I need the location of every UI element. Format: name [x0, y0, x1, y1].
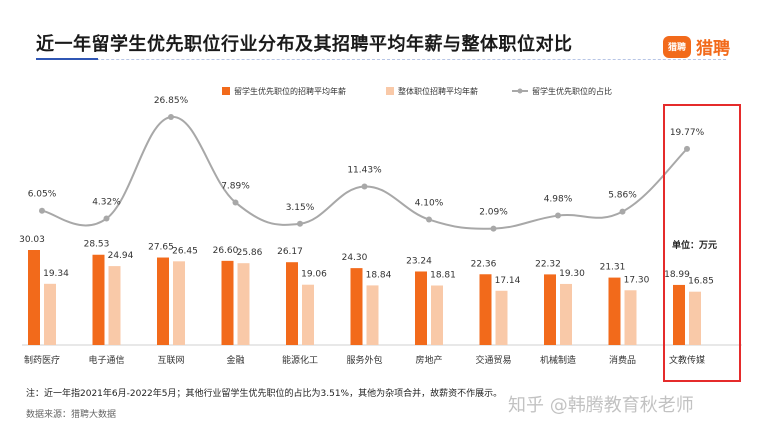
- line-label-2: 26.85%: [154, 96, 189, 106]
- bar-series2-7: [495, 290, 508, 345]
- bar-series2-0: [44, 283, 56, 345]
- data-label-series2-0: 19.34: [43, 269, 69, 279]
- data-label-series1-10: 18.99: [664, 270, 690, 280]
- legend-label-line: 留学生优先职位的占比: [532, 86, 612, 96]
- series-line-share: [41, 115, 688, 230]
- bar-series1-0: [28, 250, 40, 345]
- line-label-6: 4.10%: [415, 199, 444, 209]
- data-label-series1-2: 27.65: [148, 243, 174, 253]
- bar-series1-1: [92, 254, 105, 345]
- x-tick-label-6: 房地产: [415, 354, 442, 366]
- chart-title: 近一年留学生优先职位行业分布及其招聘平均年薪与整体职位对比: [36, 34, 573, 55]
- line-point-5: [361, 183, 368, 190]
- line-point-0: [39, 207, 45, 214]
- footnote: 注：近一年指2021年6月-2022年5月；其他行业留学生优先职位的占比为3.5…: [26, 389, 503, 399]
- line-point-8: [555, 212, 561, 219]
- bar-series2-4: [302, 284, 314, 345]
- bar-series1-4: [286, 262, 298, 345]
- data-label-series2-3: 25.86: [237, 248, 263, 258]
- data-label-series1-9: 21.31: [600, 263, 626, 273]
- data-label-series1-4: 26.17: [277, 247, 303, 257]
- bar-series2-6: [431, 285, 443, 345]
- data-label-series2-2: 26.45: [172, 246, 198, 256]
- line-point-10: [684, 145, 690, 152]
- x-tick-label-3: 金融: [226, 354, 244, 366]
- bar-series1-9: [608, 277, 621, 345]
- line-label-5: 11.43%: [347, 165, 382, 175]
- line-label-0: 6.05%: [28, 190, 57, 200]
- x-tick-label-5: 服务外包: [346, 354, 382, 366]
- line-point-6: [426, 216, 432, 223]
- bar-series2-9: [624, 290, 637, 345]
- data-label-series2-10: 16.85: [688, 277, 714, 287]
- data-label-series1-0: 30.03: [19, 235, 45, 245]
- data-label-series2-6: 18.81: [430, 270, 456, 280]
- legend-swatch-bar2: [386, 87, 394, 95]
- data-label-series1-1: 28.53: [84, 240, 110, 250]
- bar-series1-2: [157, 257, 169, 345]
- x-tick-label-4: 能源化工: [282, 354, 318, 366]
- bar-series1-3: [221, 260, 234, 345]
- bar-series1-10: [673, 284, 685, 345]
- data-label-series2-7: 17.14: [495, 276, 521, 286]
- legend-label-bar2: 整体职位招聘平均年薪: [398, 86, 478, 96]
- line-point-2: [168, 114, 174, 120]
- data-label-series2-5: 18.84: [366, 270, 392, 280]
- x-tick-label-7: 交通贸易: [475, 354, 511, 366]
- title-divider: [36, 59, 726, 60]
- data-label-series1-8: 22.32: [535, 259, 561, 269]
- data-label-series1-5: 24.30: [342, 253, 368, 263]
- line-point-4: [297, 220, 303, 227]
- legend-marker-line: [517, 88, 523, 94]
- bar-series2-2: [173, 261, 185, 345]
- source-note: 数据来源：猎聘大数据: [26, 410, 117, 420]
- line-label-10: 19.77%: [670, 128, 705, 138]
- x-tick-label-10: 文教传媒: [669, 354, 705, 366]
- line-point-9: [619, 208, 626, 215]
- bar-series1-6: [415, 271, 427, 345]
- data-label-series2-1: 24.94: [108, 251, 134, 261]
- bar-series2-1: [108, 266, 121, 345]
- highlight-box: [663, 104, 741, 382]
- unit-label: 单位：万元: [672, 241, 718, 251]
- line-point-3: [232, 199, 239, 206]
- bar-series2-5: [366, 285, 379, 345]
- bar-series1-5: [350, 268, 363, 345]
- data-label-series2-9: 17.30: [624, 275, 650, 285]
- data-label-series1-7: 22.36: [471, 259, 497, 269]
- bar-series1-7: [479, 274, 492, 345]
- x-tick-label-1: 电子通信: [88, 354, 124, 366]
- data-label-series2-8: 19.30: [559, 269, 585, 279]
- line-point-1: [103, 215, 110, 222]
- x-tick-label-0: 制药医疗: [24, 354, 60, 366]
- x-tick-label-8: 机械制造: [540, 354, 576, 366]
- line-label-4: 3.15%: [286, 203, 315, 213]
- line-label-3: 7.89%: [221, 181, 250, 191]
- data-label-series1-6: 23.24: [406, 256, 432, 266]
- x-tick-label-2: 互联网: [157, 355, 184, 366]
- line-label-9: 5.86%: [608, 191, 637, 201]
- brand-logo: 猎聘 猎聘: [663, 34, 730, 59]
- bar-series1-8: [544, 274, 556, 345]
- brand-name: 猎聘: [696, 39, 730, 59]
- line-label-7: 2.09%: [479, 208, 508, 218]
- bar-series2-3: [237, 263, 250, 345]
- legend-swatch-bar1: [222, 87, 230, 95]
- line-label-1: 4.32%: [92, 198, 121, 208]
- data-label-series2-4: 19.06: [301, 270, 327, 280]
- x-tick-label-9: 消费品: [609, 354, 636, 366]
- bar-series2-10: [689, 291, 701, 345]
- title-divider-accent: [36, 58, 98, 60]
- liepin-logo-icon: 猎聘: [663, 35, 691, 58]
- line-label-8: 4.98%: [544, 195, 573, 205]
- legend-label-bar1: 留学生优先职位的招聘平均年薪: [234, 86, 346, 96]
- line-point-7: [490, 225, 497, 232]
- watermark: 知乎 @韩腾教育秋老师: [508, 395, 694, 416]
- data-label-series1-3: 26.60: [213, 246, 239, 256]
- bar-series2-8: [560, 283, 572, 345]
